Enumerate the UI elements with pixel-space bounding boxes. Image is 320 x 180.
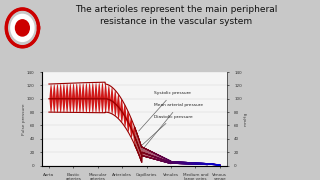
Text: The arterioles represent the main peripheral
resistance in the vascular system: The arterioles represent the main periph… xyxy=(75,5,277,26)
Circle shape xyxy=(11,14,34,41)
Y-axis label: Pulse pressure: Pulse pressure xyxy=(21,103,26,135)
Text: Mean arterial pressure: Mean arterial pressure xyxy=(142,103,203,150)
Circle shape xyxy=(15,20,29,36)
Text: Diastolic pressure: Diastolic pressure xyxy=(139,115,193,148)
Y-axis label: mmHg: mmHg xyxy=(243,112,247,126)
Text: Systolic pressure: Systolic pressure xyxy=(139,91,191,131)
